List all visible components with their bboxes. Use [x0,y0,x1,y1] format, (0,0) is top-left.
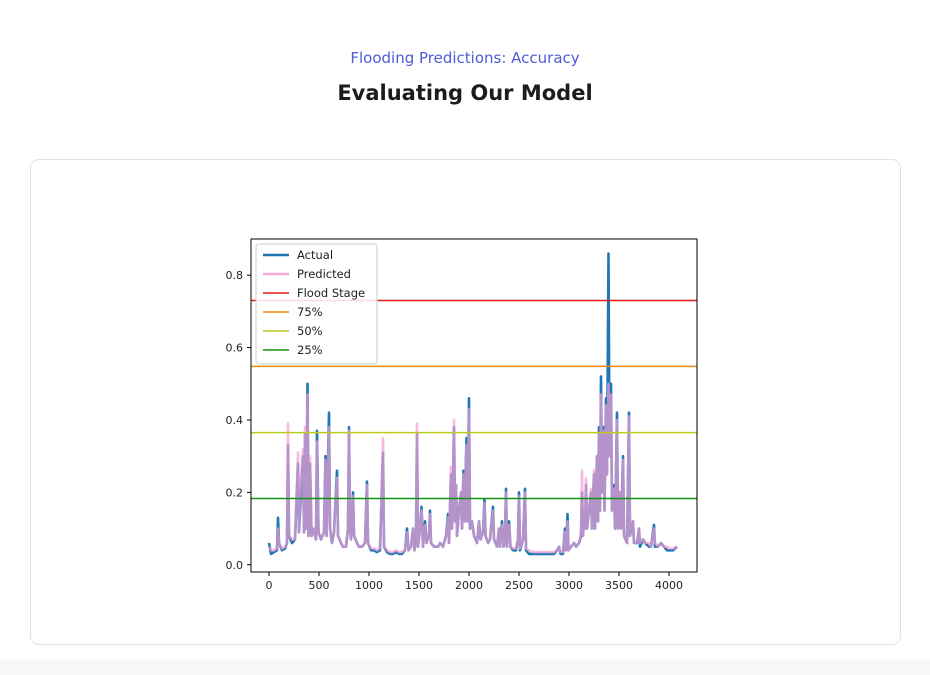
series-line-predicted [267,382,678,554]
legend-label: Actual [297,248,333,262]
x-tick-label: 3000 [555,579,583,592]
x-tick-label: 500 [309,579,330,592]
y-tick-label: 0.4 [226,414,244,427]
legend-label: 25% [297,343,323,357]
x-tick-label: 0 [266,579,273,592]
legend-label: 50% [297,324,323,338]
y-axis-ticks: 0.0 0.2 0.4 0.6 0.8 [226,269,251,572]
y-tick-label: 0.2 [226,486,244,499]
x-tick-label: 4000 [655,579,683,592]
y-tick-label: 0.8 [226,269,244,282]
x-tick-label: 2000 [455,579,483,592]
x-tick-label: 1000 [355,579,383,592]
page-footer-strip [0,660,930,675]
y-tick-label: 0.0 [226,559,244,572]
chart-card [30,159,901,645]
x-tick-label: 2500 [505,579,533,592]
legend-label: 75% [297,305,323,319]
x-axis-ticks: 0 500 1000 1500 2000 2500 3000 3500 4000 [266,572,683,592]
axes-frame [250,238,698,573]
legend-label: Predicted [297,267,351,281]
section-title: Evaluating Our Model [337,81,593,105]
section-subtitle: Flooding Predictions: Accuracy [350,49,580,67]
x-tick-label: 3500 [605,579,633,592]
legend-label: Flood Stage [297,286,365,300]
legend: Actual Predicted Flood Stage 75% 50% 25% [255,243,378,365]
y-tick-label: 0.6 [226,342,244,355]
plot-lines [267,252,678,556]
x-tick-label: 1500 [405,579,433,592]
